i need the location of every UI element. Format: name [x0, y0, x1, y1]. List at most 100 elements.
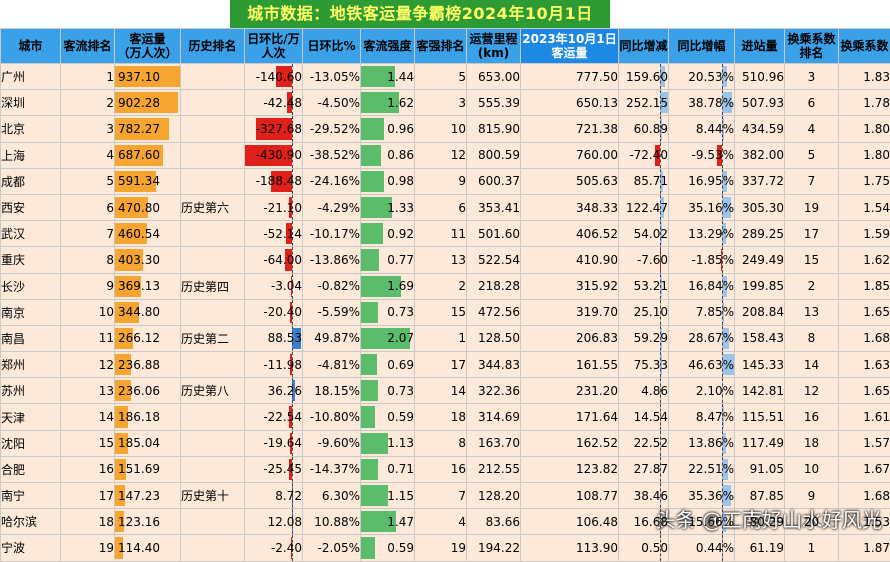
intensity-cell: 0.71	[361, 456, 415, 482]
volume-2023-cell-value: 406.52	[576, 227, 618, 241]
transfer-coef-cell-value: 1.53	[863, 515, 890, 529]
yoy-pct-cell-value: 35.36%	[688, 489, 734, 503]
mileage-cell-value: 212.55	[478, 462, 520, 476]
history-rank-cell: 历史第二	[181, 325, 245, 351]
city-cell-value: 重庆	[1, 253, 25, 267]
intensity-cell-value: 0.73	[387, 384, 414, 398]
volume-2023-cell: 410.90	[521, 247, 619, 273]
city-cell-value: 北京	[1, 122, 25, 136]
traffic-rank-cell: 13	[61, 378, 115, 404]
day-change-cell: -64.00	[245, 247, 303, 273]
transfer-rank-cell-value: 4	[808, 122, 816, 136]
yoy-change-cell-value: 14.54	[634, 410, 668, 424]
history-rank-cell	[181, 142, 245, 168]
transfer-coef-cell-value: 1.87	[863, 541, 890, 555]
intensity-bar	[361, 459, 378, 480]
day-change-cell-value: 8.72	[275, 489, 302, 503]
volume-2023-cell-value: 410.90	[576, 253, 618, 267]
day-change-cell-value: -19.64	[263, 436, 302, 450]
yoy-pct-cell: -1.85%	[669, 247, 735, 273]
traffic-rank-cell-value: 6	[106, 201, 114, 215]
city-cell: 深圳	[1, 90, 61, 116]
intensity-cell: 0.73	[361, 299, 415, 325]
transfer-rank-cell-value: 1	[808, 541, 816, 555]
intensity-rank-cell-value: 17	[451, 358, 466, 372]
day-change-pct-cell-value: -4.29%	[318, 201, 360, 215]
volume-cell-value: 902.28	[118, 96, 160, 110]
entry-cell: 434.59	[735, 116, 785, 142]
header-yoy-change: 同比增减	[619, 29, 669, 64]
volume-2023-cell: 315.92	[521, 273, 619, 299]
traffic-rank-cell: 10	[61, 299, 115, 325]
intensity-cell-value: 1.13	[387, 436, 414, 450]
header-yoy-pct: 同比增幅	[669, 29, 735, 64]
mileage-cell-value: 653.00	[478, 70, 520, 84]
yoy-change-cell: 75.33	[619, 352, 669, 378]
volume-cell-value: 236.06	[118, 384, 160, 398]
volume-cell-value: 185.04	[118, 436, 160, 450]
history-rank-cell: 历史第四	[181, 273, 245, 299]
transfer-rank-cell: 10	[785, 456, 839, 482]
intensity-rank-cell: 12	[415, 142, 467, 168]
intensity-cell-value: 0.59	[387, 410, 414, 424]
traffic-rank-cell-value: 15	[99, 436, 114, 450]
yoy-change-cell-value: 159.60	[626, 70, 668, 84]
city-cell: 武汉	[1, 221, 61, 247]
day-change-pct-cell: -13.86%	[303, 247, 361, 273]
mileage-cell: 653.00	[467, 64, 521, 90]
mileage-cell: 600.37	[467, 168, 521, 194]
volume-2023-cell-value: 206.83	[576, 331, 618, 345]
transfer-coef-cell: 1.80	[839, 142, 890, 168]
entry-cell: 249.49	[735, 247, 785, 273]
volume-2023-cell-value: 123.82	[576, 462, 618, 476]
entry-cell: 117.49	[735, 430, 785, 456]
transfer-rank-cell-value: 7	[808, 174, 816, 188]
volume-cell-value: 782.27	[118, 122, 160, 136]
yoy-pct-cell: 8.44%	[669, 116, 735, 142]
entry-cell: 91.05	[735, 456, 785, 482]
entry-cell-value: 434.59	[742, 122, 784, 136]
yoy-change-cell: 38.46	[619, 483, 669, 509]
traffic-rank-cell-value: 8	[106, 253, 114, 267]
transfer-rank-cell-value: 3	[808, 70, 816, 84]
entry-cell-value: 145.33	[742, 358, 784, 372]
intensity-rank-cell: 6	[415, 194, 467, 220]
day-change-pct-cell: -4.81%	[303, 352, 361, 378]
intensity-rank-cell-value: 18	[451, 410, 466, 424]
day-change-cell-value: -25.45	[263, 462, 302, 476]
day-change-cell: -42.48	[245, 90, 303, 116]
intensity-rank-cell-value: 15	[451, 305, 466, 319]
intensity-rank-cell: 3	[415, 90, 467, 116]
intensity-cell-value: 0.77	[387, 253, 414, 267]
intensity-bar	[361, 118, 384, 139]
entry-cell: 145.33	[735, 352, 785, 378]
day-change-cell-value: -2.40	[271, 541, 302, 555]
intensity-cell: 0.59	[361, 404, 415, 430]
intensity-rank-cell: 2	[415, 273, 467, 299]
volume-cell-value: 151.69	[118, 462, 160, 476]
traffic-rank-cell: 1	[61, 64, 115, 90]
city-cell: 广州	[1, 64, 61, 90]
city-cell: 上海	[1, 142, 61, 168]
intensity-cell: 0.69	[361, 352, 415, 378]
intensity-cell: 1.44	[361, 64, 415, 90]
entry-cell: 158.43	[735, 325, 785, 351]
entry-cell: 142.81	[735, 378, 785, 404]
yoy-pct-cell: 7.85%	[669, 299, 735, 325]
yoy-pct-cell-value: 28.67%	[688, 331, 734, 345]
day-change-cell-value: 36.26	[268, 384, 302, 398]
transfer-rank-cell: 15	[785, 247, 839, 273]
transfer-coef-cell-value: 1.65	[863, 384, 890, 398]
transfer-coef-cell-value: 1.68	[863, 331, 890, 345]
history-rank-cell	[181, 430, 245, 456]
day-change-pct-cell-value: -2.05%	[318, 541, 360, 555]
transfer-rank-cell-value: 20	[804, 515, 819, 529]
volume-cell-value: 591.34	[118, 174, 160, 188]
day-change-cell: -3.04	[245, 273, 303, 299]
